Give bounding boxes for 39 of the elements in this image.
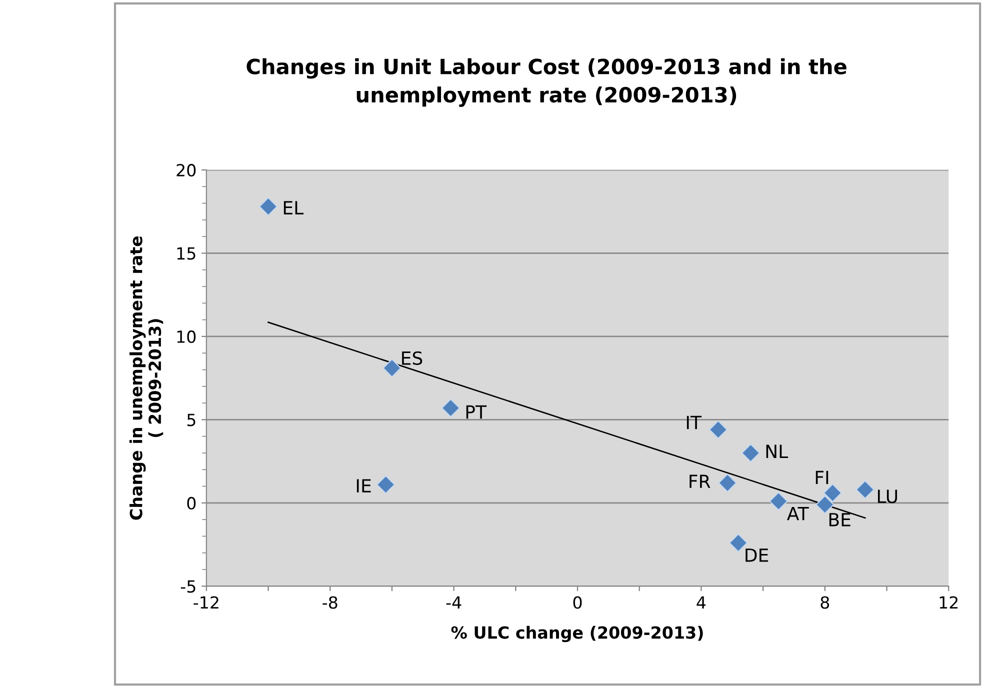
x-tick-label: -12: [194, 596, 218, 609]
annotation: DE: [746, 548, 768, 562]
annotation: AT: [786, 506, 809, 520]
y-tick-label: 20: [176, 164, 196, 177]
chart-title: Changes in Unit Labour Cost (2009-2013 and in the unemployment rate (2009-2013): [246, 58, 846, 107]
point: [823, 484, 842, 502]
x-tick-label: -4: [446, 596, 462, 609]
annotation: EL: [284, 201, 304, 214]
x-axis-title: % ULC change (2009-2013): [451, 626, 703, 642]
x-tick-label: 8: [820, 596, 830, 609]
x-tick-label: -8: [322, 596, 338, 609]
annotation: PT: [466, 405, 487, 419]
point: [718, 474, 737, 492]
x-tick-label: 0: [573, 596, 582, 609]
point: [376, 475, 396, 494]
point: [741, 444, 760, 462]
y-tick-label: 0: [187, 496, 196, 510]
point: [856, 480, 874, 499]
annotation: ES: [402, 351, 422, 365]
point: [708, 420, 728, 440]
annotation: BE: [829, 513, 850, 526]
annotation: LU: [878, 490, 898, 504]
point: [816, 495, 834, 514]
annotation: FR: [690, 474, 710, 488]
annotation: IE: [356, 479, 371, 492]
y-tick-label: 5: [187, 414, 196, 426]
annotation: NL: [766, 444, 788, 458]
x-tick-label: 12: [940, 596, 958, 609]
point: [258, 197, 278, 216]
y-tick-label: 10: [177, 330, 196, 343]
point: [769, 492, 788, 511]
y-tick-label: -5: [180, 580, 196, 593]
y-tick-label: 15: [177, 247, 196, 260]
point: [441, 398, 460, 418]
annotation: IT: [686, 416, 702, 430]
x-tick-label: 4: [696, 596, 706, 609]
annotation: FI: [816, 470, 828, 484]
y-axis-title: Change in unemployment rate ( 2009-2013): [129, 236, 164, 520]
point: [382, 358, 402, 378]
